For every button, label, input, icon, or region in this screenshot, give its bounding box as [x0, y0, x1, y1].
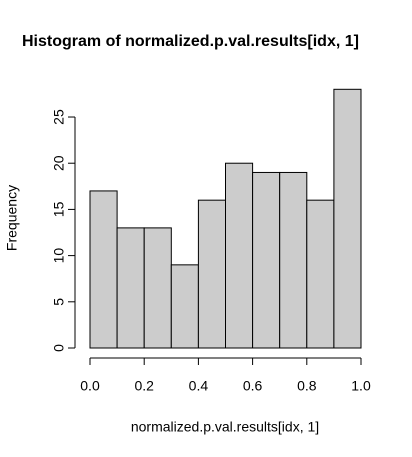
x-axis-label: normalized.p.val.results[idx, 1] [131, 419, 319, 435]
y-axis-label: Frequency [4, 185, 20, 251]
bar [143, 227, 172, 349]
bar [89, 190, 118, 349]
chart-title: Histogram of normalized.p.val.results[id… [22, 33, 359, 50]
x-tick-label: 0.0 [80, 378, 100, 394]
y-tick-label: 10 [51, 248, 67, 264]
y-tick-label: 0 [51, 344, 67, 352]
x-tick-label: 0.6 [243, 378, 263, 394]
bar [197, 199, 226, 349]
bar [333, 88, 362, 349]
bar [252, 171, 281, 349]
x-tick-label: 1.0 [351, 378, 371, 394]
y-tick-label: 15 [51, 201, 67, 217]
x-tick-label: 0.2 [134, 378, 154, 394]
bar [170, 264, 199, 349]
y-tick-label: 25 [51, 109, 67, 125]
bar [225, 162, 254, 349]
bar [306, 199, 335, 349]
y-tick-label: 5 [51, 298, 67, 306]
x-tick-label: 0.4 [189, 378, 209, 394]
y-tick-label: 20 [51, 155, 67, 171]
bar [279, 171, 308, 349]
x-tick-label: 0.8 [297, 378, 317, 394]
bar [116, 227, 145, 349]
